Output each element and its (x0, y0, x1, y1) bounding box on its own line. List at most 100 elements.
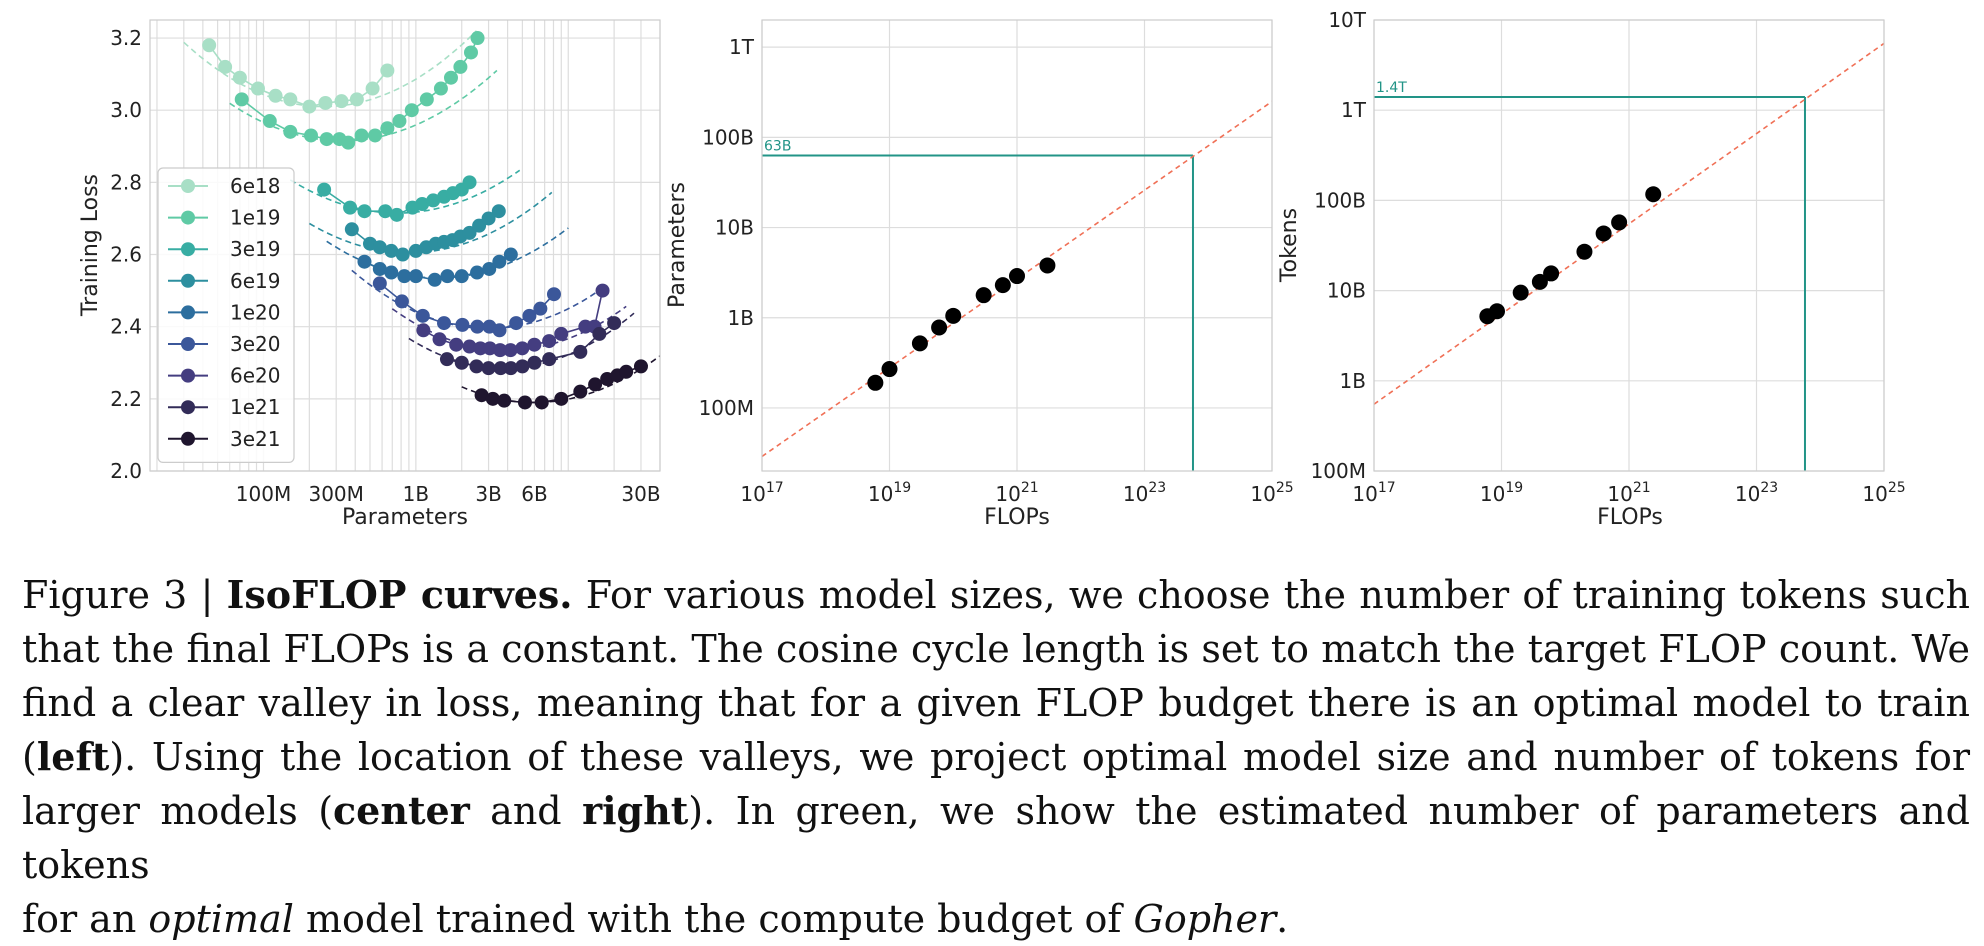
legend-marker (181, 242, 195, 257)
isoflop-data-point (503, 343, 518, 358)
x-tick-label: 300M (308, 482, 363, 506)
y-tick-label: 1T (1341, 98, 1367, 122)
isoflop-data-point (453, 59, 468, 74)
optimal-data-point (994, 277, 1011, 294)
y-tick-label: 100B (702, 125, 754, 149)
isoflop-data-point (344, 222, 359, 237)
isoflop-data-point (482, 261, 497, 276)
isoflop-fit-curve (309, 191, 553, 254)
isoflop-data-point (633, 359, 648, 374)
isoflop-data-point (588, 377, 603, 392)
caption-line-5: larger models (center and right). In gre… (22, 784, 1970, 892)
legend-label: 6e18 (230, 174, 280, 198)
isoflop-loss-panel: 2.0 2.2 2.4 2.6 2.8 3.0 3.2 100M 300M 1B 3B 6B 30B P… (78, 19, 661, 530)
center-x-axis-label: FLOPs (984, 505, 1050, 530)
isoflop-data-point (397, 269, 412, 284)
isoflop-data-point (357, 254, 372, 269)
caption-text: ). In green, we show the estimated numbe… (22, 789, 1970, 887)
isoflop-fit-curve (351, 269, 600, 330)
isoflop-data-point (202, 38, 217, 53)
caption-bold-left: left (36, 734, 110, 779)
isoflop-data-point (472, 218, 487, 233)
x-tick-label: 6B (521, 482, 547, 506)
caption-text: ). Using the location of these valleys, … (109, 735, 1970, 779)
isoflop-data-point (449, 337, 464, 352)
isoflop-data-point (554, 326, 569, 341)
isoflop-data-point (470, 319, 485, 334)
isoflop-data-point (232, 70, 247, 85)
y-tick-label: 2.0 (110, 459, 142, 483)
optimal-data-point (1512, 284, 1529, 301)
isoflop-data-point (334, 94, 349, 109)
y-tick-label: 1T (729, 35, 755, 59)
isoflop-data-point (395, 247, 410, 262)
isoflop-data-point (607, 316, 622, 331)
figure-caption: Figure 3 | IsoFLOP curves. For various m… (22, 568, 1970, 946)
caption-text: and (469, 789, 583, 833)
isoflop-data-point (515, 359, 530, 374)
isoflop-data-point (341, 135, 356, 150)
x-tick-label: 1019 (1480, 480, 1523, 506)
x-tick-label: 1021 (995, 480, 1038, 506)
isoflop-data-point (503, 361, 518, 376)
tokens-vs-flops-panel: 1.4T 100M 1B 10B 100B 1T 10T 1017 1019 1021 1023 1… (1277, 8, 1906, 530)
isoflop-fit-curve (289, 169, 521, 214)
x-tick-label: 1017 (740, 480, 783, 506)
x-tick-label: 1019 (868, 480, 911, 506)
isoflop-data-point (365, 81, 380, 96)
y-tick-label: 2.4 (110, 315, 142, 339)
isoflop-data-point (509, 316, 524, 331)
isoflop-data-point (234, 92, 249, 107)
isoflop-data-point (455, 317, 470, 332)
y-tick-label: 100M (1311, 459, 1366, 483)
isoflop-data-point (432, 332, 447, 347)
optimal-data-point (1543, 265, 1560, 282)
isoflop-data-point (283, 124, 298, 139)
y-tick-label: 1B (1340, 369, 1366, 393)
x-tick-label: 1023 (1735, 480, 1778, 506)
isoflop-data-point (542, 352, 557, 367)
legend-marker (181, 273, 195, 288)
isoflop-data-point (317, 182, 332, 197)
isoflop-fit-curve (391, 305, 627, 351)
caption-text: For various model sizes, we choose the n… (572, 573, 1970, 617)
caption-line-2: that the final FLOPs is a constant. The … (22, 627, 1970, 671)
isoflop-data-point (416, 323, 431, 338)
isoflop-data-point (443, 70, 458, 85)
y-tick-label: 10B (715, 216, 754, 240)
isoflop-data-point (534, 395, 549, 410)
isoflop-data-point (415, 197, 430, 212)
caption-line-4: (left). Using the location of these vall… (22, 730, 1970, 784)
isoflop-data-point (419, 92, 434, 107)
legend-box (157, 167, 295, 463)
projection-label: 1.4T (1376, 80, 1407, 96)
isoflop-data-point (303, 128, 318, 143)
isoflop-data-point (546, 287, 561, 302)
x-tick-label: 1B (403, 482, 429, 506)
x-tick-label: 30B (621, 482, 660, 506)
isoflop-data-point (470, 265, 485, 280)
legend: 6e18 1e19 3e19 6e19 1e20 3e20 6e20 1e21 3e21 (157, 167, 295, 463)
isoflop-data-point (408, 269, 423, 284)
y-tick-label: 100B (1314, 188, 1366, 212)
isoflop-data-point (515, 341, 530, 356)
legend-label: 3e20 (230, 332, 280, 356)
y-tick-label: 2.2 (110, 387, 142, 411)
isoflop-data-point (415, 308, 430, 323)
isoflop-data-point (462, 339, 477, 354)
isoflop-data-point (426, 193, 441, 208)
optimal-data-point (1009, 268, 1025, 285)
isoflop-data-point (349, 92, 364, 107)
legend-marker (181, 368, 195, 383)
isoflop-data-point (218, 59, 233, 74)
isoflop-data-point (554, 391, 569, 406)
isoflop-data-point (491, 204, 506, 219)
legend-label: 1e19 (230, 206, 280, 230)
isoflop-data-point (497, 393, 512, 408)
caption-figure-number: Figure 3 | (22, 573, 227, 617)
isoflop-data-point (527, 355, 542, 370)
isoflop-data-point (372, 240, 387, 255)
caption-bold-center: center (333, 788, 470, 833)
x-tick-label: 1021 (1607, 480, 1650, 506)
isoflop-data-point (542, 334, 557, 349)
